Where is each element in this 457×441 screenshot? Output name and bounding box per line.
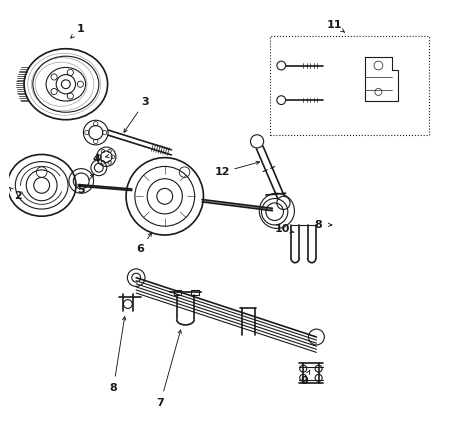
Text: 9: 9 [300, 376, 308, 386]
Text: 10: 10 [275, 224, 290, 234]
Text: 2: 2 [15, 191, 22, 202]
Text: 12: 12 [215, 167, 230, 177]
Text: 7: 7 [156, 398, 164, 408]
Bar [270, 36, 429, 135]
Text: 5: 5 [77, 185, 85, 195]
Text: 1: 1 [76, 24, 84, 34]
Text: 6: 6 [137, 244, 144, 254]
Text: 8: 8 [315, 220, 323, 230]
Bar [174, 290, 181, 295]
Text: 3: 3 [141, 97, 149, 107]
Text: 8: 8 [109, 383, 117, 393]
Text: 11: 11 [327, 20, 343, 30]
Bar [191, 290, 199, 295]
Text: 4: 4 [93, 154, 101, 164]
